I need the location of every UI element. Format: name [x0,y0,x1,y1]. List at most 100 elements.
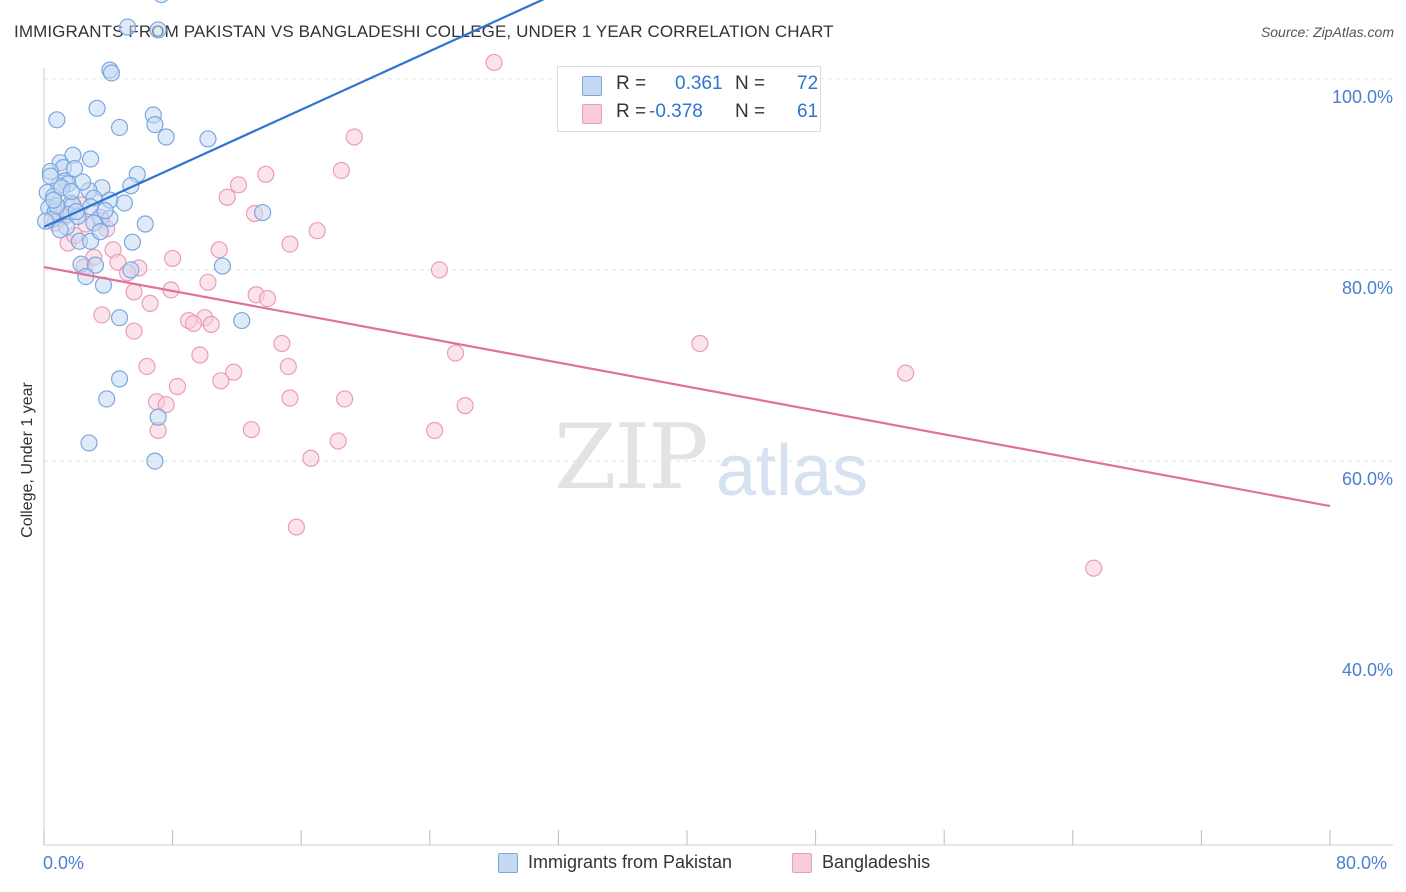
bangladeshi-point [225,363,243,381]
bangladeshi-point [273,334,291,353]
bangladeshi-point [164,249,182,268]
bangladeshi-point [168,377,187,396]
bangladeshi-point [191,346,209,364]
bangladeshi-point [184,314,203,333]
bangladeshi-point [329,432,347,450]
pakistan-point [149,21,167,39]
bangladeshi-point [1085,559,1103,577]
bangladeshi-point [242,420,260,439]
bangladeshi-point [281,235,299,253]
bangladeshi-point [279,357,297,376]
legend-n-value: 72 [797,73,819,94]
pakistan-point [254,203,272,222]
y-tick-label-80: 80.0% [1341,278,1393,298]
bangladeshi-point [345,128,363,146]
pakistan-point [115,194,133,212]
bangladeshi-point [430,261,449,279]
bangladeshi-point [691,334,709,353]
pakistan-point [110,118,129,137]
bangladeshi-point [210,241,228,259]
pakistan-point [146,452,164,470]
pakistan-point [51,221,69,239]
trend-layer [43,0,1331,508]
pakistan-point [122,261,140,279]
pakistan-point [96,202,114,220]
bangladeshi-point [199,273,217,291]
pakistan-point [48,111,66,129]
legend-r-value: 0.361 [675,73,723,94]
pakistan-point [65,159,84,178]
y-axis-label: College, Under 1 year [19,382,36,538]
pakistan-point [88,99,106,117]
pakistan-point [80,434,98,452]
pakistan-point [233,311,251,330]
legend-swatch-pink [582,104,602,124]
legend-r-label: R = [616,101,647,122]
chart-title: IMMIGRANTS FROM PAKISTAN VS BANGLADESHI … [14,22,834,41]
legend-n-label: N = [735,73,766,94]
bangladeshi-point [257,165,275,183]
y-tick-label-100: 100.0% [1331,87,1393,107]
bangladeshi-point [229,176,248,194]
pakistan-point [110,309,129,327]
bangladeshi-point [332,161,350,180]
pakistan-points [37,0,272,470]
bangladeshi-point [426,421,444,440]
pakistan-point [154,0,169,4]
legend-swatch-pink [792,853,812,873]
source-label: Source: ZipAtlas.com [1260,24,1394,40]
bangladeshi-point [125,283,143,301]
pakistan-point [98,390,116,408]
bangladeshi-point [109,253,127,271]
pakistan-point [199,130,217,148]
legend-swatch-blue [498,853,518,873]
bangladeshi-point [212,372,230,390]
pakistan-point [41,167,60,185]
y-tick-label-40: 40.0% [1341,660,1393,680]
bangladeshi-point [93,306,111,324]
legend-n-value: 61 [797,101,819,122]
pakistan-point [213,257,232,275]
pakistan-trend-line [43,0,545,228]
watermark-zip: ZIP [554,405,709,510]
legend-r-value: -0.378 [649,101,703,122]
legend-swatch-blue [582,76,602,96]
bangladeshi-point [218,188,236,206]
bangladeshi-point [258,289,277,308]
pakistan-point [45,191,63,209]
bangladeshi-point [336,390,354,408]
pakistan-point [157,128,175,146]
pakistan-point [146,115,164,134]
bangladeshi-point [897,364,915,382]
pakistan-point [86,256,105,274]
correlation-legend: R = 0.361 N = 72 R = -0.378 N = 61 [557,66,821,132]
watermark-atlas: atlas [716,431,869,511]
bangladeshi-point [138,357,156,376]
y-tick-label-60: 60.0% [1341,469,1393,489]
bangladeshi-point [202,315,220,333]
legend-n-label: N = [735,101,766,122]
series-legend: Immigrants from Pakistan Bangladeshis [0,851,1406,879]
bangladeshi-trend-line [43,265,1331,508]
pakistan-point [102,64,121,82]
pakistan-point [73,173,92,191]
pakistan-point [110,370,129,388]
pakistan-point [136,215,154,233]
bangladeshi-point [446,344,465,362]
bangladeshi-point [287,518,305,536]
legend-r-label: R = [616,73,647,94]
bangladeshi-point [302,449,320,467]
bangladeshi-point [456,397,474,415]
bangladeshi-point [308,222,326,240]
bangladeshi-point [157,396,175,414]
x-tick-label-max: 80.0% [1336,853,1388,873]
pakistan-point [62,182,80,201]
pakistan-point [123,233,142,251]
pakistan-point [149,408,167,426]
legend-label-bangladeshis: Bangladeshis [822,852,931,872]
x-tick-label-min: 0.0% [43,853,85,873]
bangladeshi-point [125,322,143,340]
legend-label-pakistan: Immigrants from Pakistan [528,852,733,872]
pakistan-point [91,223,109,241]
